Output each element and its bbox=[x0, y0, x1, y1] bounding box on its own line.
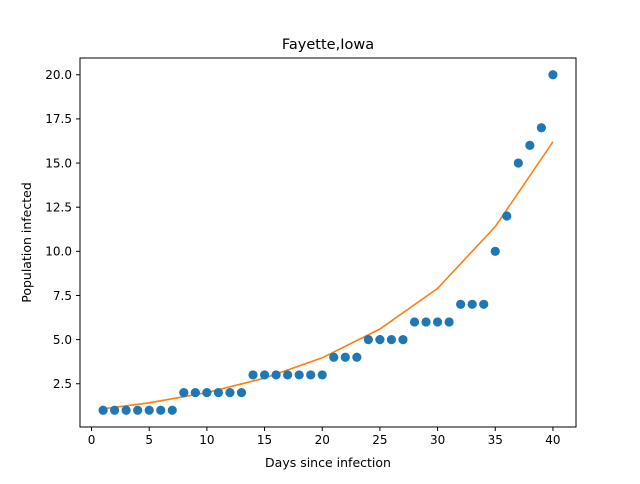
x-tick-label: 30 bbox=[430, 433, 445, 447]
data-point bbox=[490, 246, 500, 256]
x-tick-label: 25 bbox=[372, 433, 387, 447]
chart-title: Fayette,Iowa bbox=[282, 37, 374, 53]
data-point bbox=[156, 405, 166, 415]
y-tick-label: 12.5 bbox=[45, 200, 72, 214]
data-point bbox=[202, 387, 212, 398]
data-point bbox=[179, 387, 189, 398]
data-point bbox=[456, 299, 466, 309]
y-axis-label: Population infected bbox=[19, 182, 34, 303]
data-point bbox=[536, 123, 547, 133]
data-point bbox=[421, 317, 431, 327]
data-point bbox=[271, 370, 281, 380]
data-point bbox=[98, 405, 108, 415]
data-point bbox=[317, 370, 327, 380]
data-point bbox=[213, 387, 224, 398]
data-point bbox=[375, 335, 385, 345]
data-point bbox=[110, 405, 120, 415]
y-tick-label: 5.0 bbox=[53, 333, 72, 347]
data-point bbox=[479, 299, 489, 309]
y-tick-label: 15.0 bbox=[45, 156, 72, 170]
y-tick-label: 17.5 bbox=[45, 112, 72, 126]
x-tick-label: 35 bbox=[488, 433, 503, 447]
data-point bbox=[236, 387, 247, 398]
fit-curve bbox=[102, 141, 554, 410]
y-axis: 2.5 5.0 7.5 10.0 12.5 15.0 17.5 20.0 bbox=[45, 68, 80, 391]
data-point bbox=[121, 405, 131, 415]
x-axis-label: Days since infection bbox=[265, 455, 391, 470]
data-point bbox=[283, 370, 293, 380]
data-point bbox=[409, 317, 420, 327]
data-point bbox=[548, 70, 558, 80]
data-point bbox=[294, 370, 304, 380]
data-point bbox=[432, 317, 443, 327]
data-point bbox=[352, 352, 362, 362]
data-point bbox=[398, 335, 408, 345]
y-tick-label: 7.5 bbox=[53, 289, 72, 303]
data-point bbox=[513, 158, 523, 168]
y-tick-label: 10.0 bbox=[45, 245, 72, 259]
plot-frame bbox=[79, 57, 577, 428]
x-axis: 0 5 10 15 20 25 30 35 40 bbox=[88, 427, 561, 447]
x-tick-label: 10 bbox=[199, 433, 214, 447]
plot-series bbox=[98, 70, 558, 415]
data-point bbox=[467, 299, 477, 309]
data-point bbox=[306, 370, 316, 380]
y-tick-label: 2.5 bbox=[53, 377, 72, 391]
data-point bbox=[386, 335, 397, 345]
x-tick-label: 0 bbox=[88, 433, 96, 447]
data-point bbox=[525, 140, 535, 150]
data-point bbox=[167, 405, 177, 415]
x-tick-label: 20 bbox=[315, 433, 330, 447]
data-point bbox=[340, 352, 350, 362]
data-point bbox=[225, 387, 235, 398]
data-point bbox=[248, 370, 258, 380]
x-tick-label: 40 bbox=[545, 433, 560, 447]
data-point bbox=[329, 352, 339, 362]
y-tick-label: 20.0 bbox=[45, 68, 72, 82]
x-tick-label: 5 bbox=[145, 433, 153, 447]
x-tick-label: 15 bbox=[257, 433, 272, 447]
data-point bbox=[502, 211, 512, 221]
data-point bbox=[444, 317, 454, 327]
data-point bbox=[363, 335, 373, 345]
data-point bbox=[190, 387, 200, 398]
data-point bbox=[144, 405, 154, 415]
data-point bbox=[259, 370, 270, 380]
data-point bbox=[133, 405, 143, 415]
